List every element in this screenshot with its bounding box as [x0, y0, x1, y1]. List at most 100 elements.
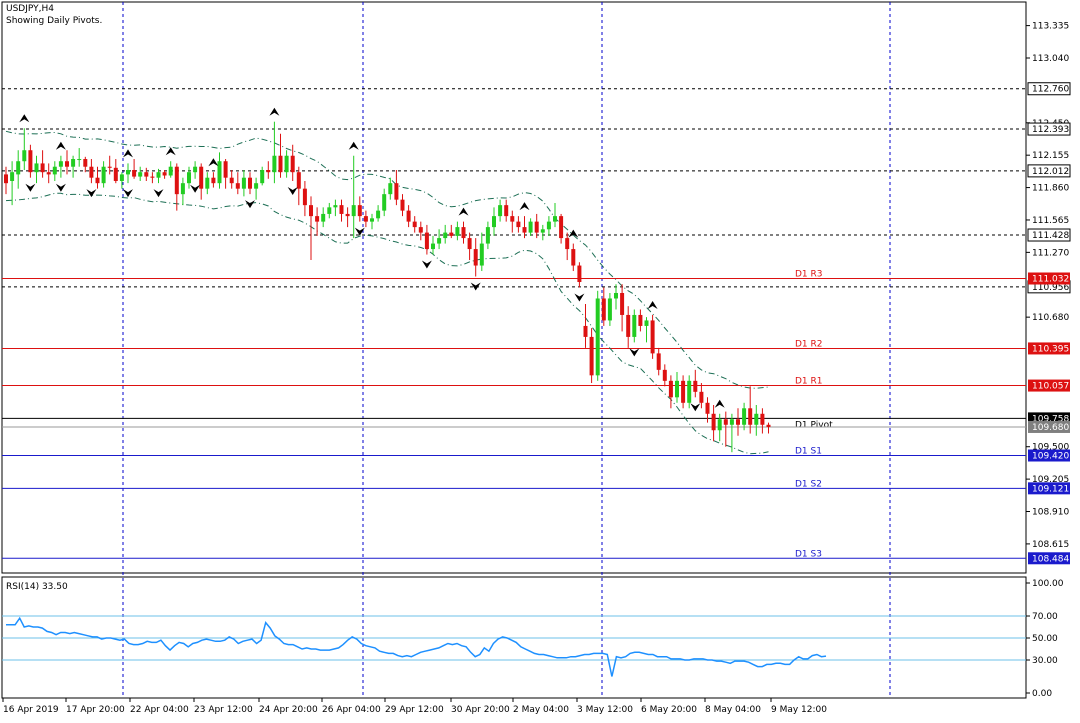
- candle-body: [241, 177, 246, 189]
- candle-body: [211, 177, 216, 184]
- candle-body: [113, 167, 118, 181]
- candle-body: [620, 292, 625, 315]
- candle-body: [107, 166, 112, 168]
- candle-body: [71, 159, 76, 167]
- up-fractal-arrow: [55, 141, 66, 150]
- candle-body: [309, 205, 313, 217]
- up-fractal-arrow: [568, 229, 579, 238]
- symbol-label: USDJPY,H4: [6, 4, 54, 14]
- price-axis-label: 108.615: [1032, 540, 1069, 550]
- candle-body: [668, 380, 673, 398]
- candle-body: [363, 216, 368, 222]
- pivot-level-tag: [1028, 342, 1070, 355]
- candle-body: [260, 170, 265, 184]
- pivot-level-value: 110.395: [1032, 344, 1069, 354]
- candle-body: [467, 238, 472, 250]
- down-fractal-arrow: [287, 186, 298, 195]
- time-axis-label: 22 Apr 04:00: [130, 705, 189, 715]
- price-axis-label: 109.500: [1032, 443, 1069, 453]
- pivot-level-value: 111.032: [1032, 274, 1069, 284]
- candle-body: [119, 174, 124, 181]
- candle-body: [156, 172, 161, 178]
- candle-body: [193, 166, 198, 173]
- candle-body: [22, 150, 27, 162]
- candle-body: [345, 213, 350, 217]
- candle-body: [516, 221, 521, 228]
- rsi-axis-label: 30.00: [1032, 656, 1058, 666]
- candle-body: [77, 159, 82, 161]
- candle-body: [510, 216, 515, 222]
- down-fractal-arrow: [25, 183, 36, 192]
- candle-body: [101, 166, 106, 184]
- up-fractal-arrow: [714, 399, 725, 408]
- candle-body: [388, 183, 393, 195]
- time-axis-label: 9 May 12:00: [771, 705, 827, 715]
- candle-body: [437, 238, 442, 244]
- candle-body: [10, 172, 15, 181]
- pivot-level-tag: [1028, 482, 1070, 495]
- candle-body: [662, 369, 667, 381]
- pivot-level-tag: [1028, 272, 1070, 285]
- candle-body: [699, 391, 704, 403]
- up-fractal-arrow: [519, 202, 530, 211]
- candle-body: [534, 221, 539, 233]
- candle-body: [382, 194, 387, 211]
- rsi-line: [6, 616, 827, 677]
- upper-band-line: [5, 130, 769, 389]
- rsi-axis-label: 0.00: [1032, 689, 1052, 699]
- candle-body: [754, 413, 759, 425]
- price-axis-label: 109.205: [1032, 475, 1069, 485]
- rsi-label: RSI(14) 33.50: [6, 582, 68, 592]
- down-fractal-arrow: [690, 403, 701, 412]
- candle-body: [52, 166, 57, 175]
- candle-body: [327, 207, 332, 214]
- candle-body: [339, 205, 344, 214]
- time-axis-label: 30 Apr 20:00: [451, 705, 510, 715]
- rsi-axis-label: 70.00: [1032, 612, 1058, 622]
- candle-body: [174, 166, 179, 195]
- candle-body: [126, 170, 130, 175]
- candle-body: [357, 205, 362, 217]
- down-fractal-arrow: [153, 189, 164, 198]
- candle-body: [34, 163, 39, 173]
- candle-body: [266, 170, 271, 173]
- candle-body: [370, 218, 374, 222]
- candle-body: [461, 227, 466, 239]
- candle-body: [290, 155, 295, 173]
- time-axis-label: 6 May 20:00: [641, 705, 697, 715]
- candle-body: [498, 205, 503, 217]
- candle-body: [58, 161, 63, 167]
- dotted-level-tag: [1027, 228, 1071, 242]
- candle-body: [571, 249, 576, 266]
- candle-body: [577, 265, 582, 283]
- candle-body: [675, 380, 679, 398]
- dotted-level-label: 112.760: [1032, 85, 1069, 95]
- bid-price-tag: [1028, 420, 1070, 433]
- time-axis-label: 3 May 12:00: [577, 705, 633, 715]
- candle-body: [644, 320, 649, 326]
- candle-body: [742, 408, 747, 425]
- up-fractal-arrow: [208, 158, 219, 167]
- pivot-level-value: 110.057: [1032, 382, 1069, 392]
- candle-body: [443, 232, 448, 239]
- indicator-label: Showing Daily Pivots.: [6, 16, 103, 26]
- candle-body: [168, 166, 173, 176]
- candle-body: [95, 177, 100, 184]
- up-fractal-arrow: [269, 107, 280, 116]
- candle-body: [376, 210, 381, 219]
- up-fractal-arrow: [647, 300, 658, 309]
- time-axis-label: 24 Apr 20:00: [259, 705, 318, 715]
- pivot-level-name: D1 R3: [795, 269, 823, 279]
- pivot-level-name: D1 S3: [795, 549, 822, 559]
- candle-body: [760, 413, 765, 425]
- candle-body: [614, 292, 618, 299]
- candle-body: [748, 408, 753, 425]
- pivot-level-name: D1 S1: [795, 447, 822, 457]
- candle-body: [248, 177, 252, 189]
- down-fractal-arrow: [470, 282, 481, 291]
- candle-body: [583, 325, 588, 337]
- candle-body: [736, 419, 740, 425]
- lower-band-line: [5, 192, 769, 455]
